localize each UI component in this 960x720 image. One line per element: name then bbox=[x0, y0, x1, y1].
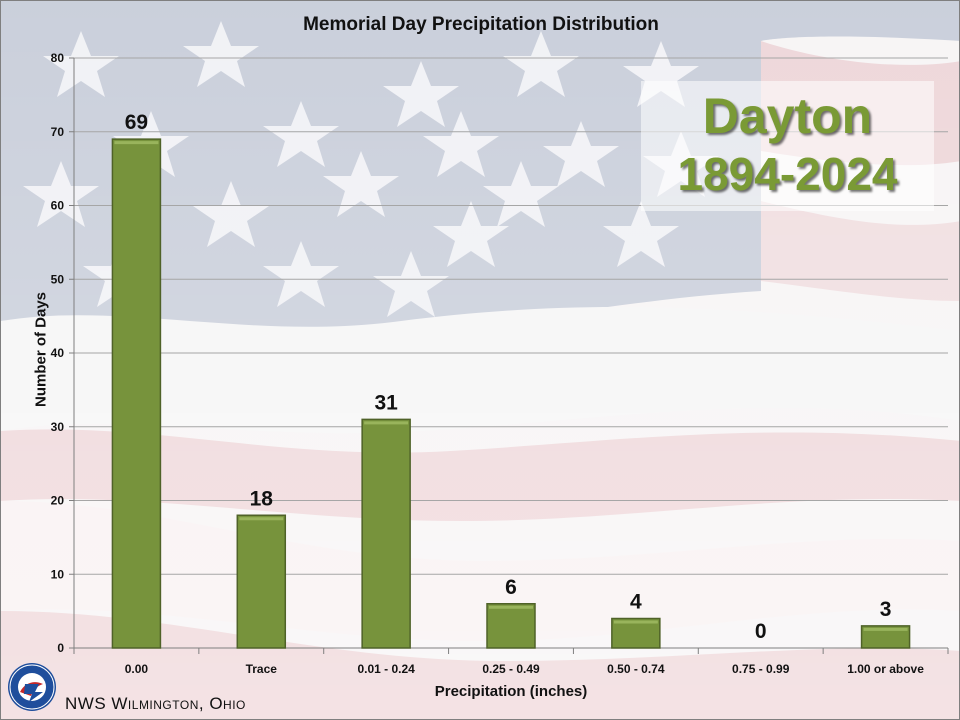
bar bbox=[486, 603, 536, 649]
y-axis-label: Number of Days bbox=[32, 291, 50, 408]
nws-logo-icon bbox=[8, 663, 56, 711]
bar-highlight bbox=[489, 605, 533, 609]
x-tick-label: 0.75 - 0.99 bbox=[732, 662, 790, 676]
bar bbox=[111, 138, 162, 649]
x-tick-label: 0.25 - 0.49 bbox=[482, 662, 540, 676]
data-label: 69 bbox=[125, 111, 148, 134]
footer-credit: NWS Wilmington, Ohio bbox=[65, 694, 246, 713]
y-tick-label: 0 bbox=[57, 641, 64, 655]
x-tick-label: 1.00 or above bbox=[847, 662, 924, 676]
data-label: 0 bbox=[755, 620, 767, 643]
y-tick-label: 60 bbox=[51, 199, 65, 213]
x-tick-label: 0.01 - 0.24 bbox=[357, 662, 415, 676]
station-name: Dayton bbox=[702, 88, 873, 144]
bars bbox=[111, 138, 911, 649]
bar bbox=[361, 418, 411, 649]
station-badge: Dayton 1894-2024 bbox=[641, 81, 934, 211]
data-label: 18 bbox=[250, 487, 274, 510]
data-label: 31 bbox=[374, 391, 398, 414]
data-labels: 69 18 31 6 4 0 3 bbox=[125, 111, 892, 643]
bar bbox=[236, 514, 287, 649]
bar bbox=[860, 625, 911, 649]
data-label: 3 bbox=[880, 598, 892, 621]
x-axis-label: Precipitation (inches) bbox=[434, 683, 588, 700]
y-tick-label: 10 bbox=[51, 567, 65, 581]
bar-highlight bbox=[239, 517, 284, 521]
y-tick-label: 70 bbox=[51, 125, 65, 139]
y-tick-label: 80 bbox=[51, 51, 65, 65]
bar-highlight bbox=[114, 141, 159, 145]
y-tick-label: 30 bbox=[51, 420, 65, 434]
x-tick-label: 0.50 - 0.74 bbox=[607, 662, 665, 676]
bar-highlight bbox=[863, 627, 908, 631]
data-label: 4 bbox=[630, 591, 642, 614]
bar-highlight bbox=[613, 620, 658, 624]
chart-title: Memorial Day Precipitation Distribution bbox=[303, 14, 659, 35]
data-label: 6 bbox=[505, 576, 517, 599]
x-tick-label: Trace bbox=[246, 662, 278, 676]
y-tick-label: 40 bbox=[51, 346, 65, 360]
station-period: 1894-2024 bbox=[677, 148, 898, 200]
y-tick-label: 20 bbox=[51, 494, 65, 508]
y-tick-label: 50 bbox=[51, 272, 65, 286]
x-tick-label: 0.00 bbox=[125, 662, 149, 676]
bar-highlight bbox=[364, 421, 409, 425]
